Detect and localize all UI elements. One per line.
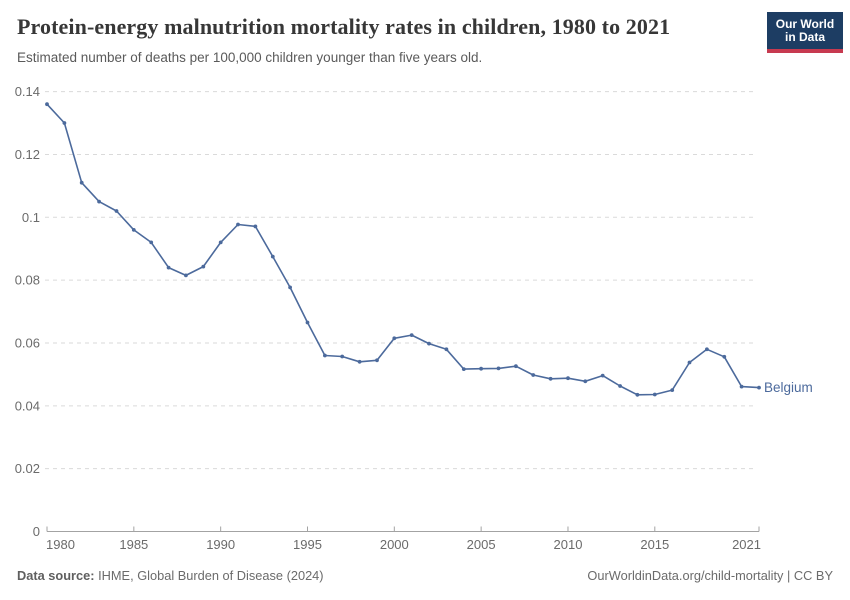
- data-point: [305, 320, 310, 325]
- data-point: [79, 180, 84, 185]
- data-point: [496, 366, 501, 371]
- data-point: [705, 347, 709, 352]
- data-point: [357, 359, 362, 364]
- data-point: [375, 358, 379, 363]
- data-point: [288, 285, 292, 290]
- data-point: [566, 376, 570, 381]
- data-point: [444, 347, 449, 352]
- data-point: [514, 364, 518, 369]
- data-point: [548, 376, 553, 381]
- data-point: [97, 199, 101, 204]
- data-point: [635, 392, 640, 397]
- entity-label: Belgium: [764, 380, 813, 395]
- data-source-text: IHME, Global Burden of Disease (2024): [94, 568, 324, 583]
- chart-footer: Data source: IHME, Global Burden of Dise…: [17, 568, 833, 583]
- y-axis-tick-label: 0: [33, 524, 40, 539]
- data-point: [218, 240, 223, 245]
- data-source-label: Data source:: [17, 568, 95, 583]
- data-point: [166, 265, 171, 270]
- x-axis-tick-label: 2000: [380, 537, 409, 552]
- data-point: [757, 385, 761, 390]
- license-link: OurWorldinData.org/child-mortality | CC …: [587, 568, 833, 583]
- y-axis-tick-label: 0.12: [15, 147, 40, 162]
- data-point: [427, 341, 431, 346]
- data-point: [253, 224, 258, 229]
- data-point: [652, 392, 657, 397]
- data-point: [618, 384, 622, 388]
- data-point: [479, 366, 483, 371]
- data-point: [461, 367, 466, 371]
- x-axis-tick-label: 2015: [640, 537, 669, 552]
- y-axis-tick-label: 0.02: [15, 461, 40, 476]
- data-point: [184, 273, 188, 278]
- data-point: [149, 240, 154, 245]
- x-axis-tick-label: 1980: [46, 537, 75, 552]
- data-point: [236, 222, 240, 227]
- data-point: [531, 373, 536, 377]
- page-title: Protein-energy malnutrition mortality ra…: [17, 14, 671, 39]
- y-axis-tick-label: 0.04: [15, 398, 40, 413]
- x-axis-tick-label: 2005: [467, 537, 496, 552]
- data-point: [687, 360, 692, 365]
- series-line: [46, 103, 760, 396]
- x-axis-tick-label: 1990: [206, 537, 235, 552]
- x-axis: 1980 1985 1990 1995 2000 2005 2010 2015 2021: [46, 526, 761, 552]
- owid-logo-line1: Our World: [775, 16, 835, 31]
- data-point: [409, 333, 414, 337]
- y-axis-tick-label: 0.1: [22, 210, 40, 225]
- owid-logo-line2: in Data: [784, 29, 825, 44]
- data-point: [583, 379, 588, 384]
- data-point: [62, 121, 67, 125]
- series-belgium: Belgium: [45, 102, 813, 397]
- data-point: [600, 373, 605, 378]
- data-point: [201, 264, 206, 269]
- data-point: [114, 209, 119, 213]
- data-point: [270, 254, 275, 259]
- chart-subtitle: Estimated number of deaths per 100,000 c…: [17, 50, 483, 65]
- owid-logo: Our World in Data: [767, 12, 843, 53]
- data-point: [340, 354, 345, 359]
- y-axis-tick-label: 0.08: [15, 273, 40, 288]
- data-point: [131, 228, 136, 232]
- data-point: [45, 102, 49, 107]
- x-axis-tick-label: 1985: [119, 537, 148, 552]
- y-axis-tick-label: 0.06: [15, 335, 40, 350]
- y-axis-tick-label: 0.14: [15, 84, 40, 99]
- x-axis-tick-label: 1995: [293, 537, 322, 552]
- x-axis-tick-label: 2010: [554, 537, 583, 552]
- data-source-note: Data source: IHME, Global Burden of Dise…: [17, 568, 324, 583]
- data-point: [323, 353, 327, 358]
- gridlines: 0 0.02 0.04 0.06 0.08 0.1 0.12 0.14: [15, 84, 757, 539]
- data-point: [392, 336, 397, 341]
- data-point: [722, 354, 727, 359]
- x-axis-tick-label: 2021: [732, 537, 761, 552]
- data-point: [739, 384, 744, 389]
- data-point: [670, 388, 675, 392]
